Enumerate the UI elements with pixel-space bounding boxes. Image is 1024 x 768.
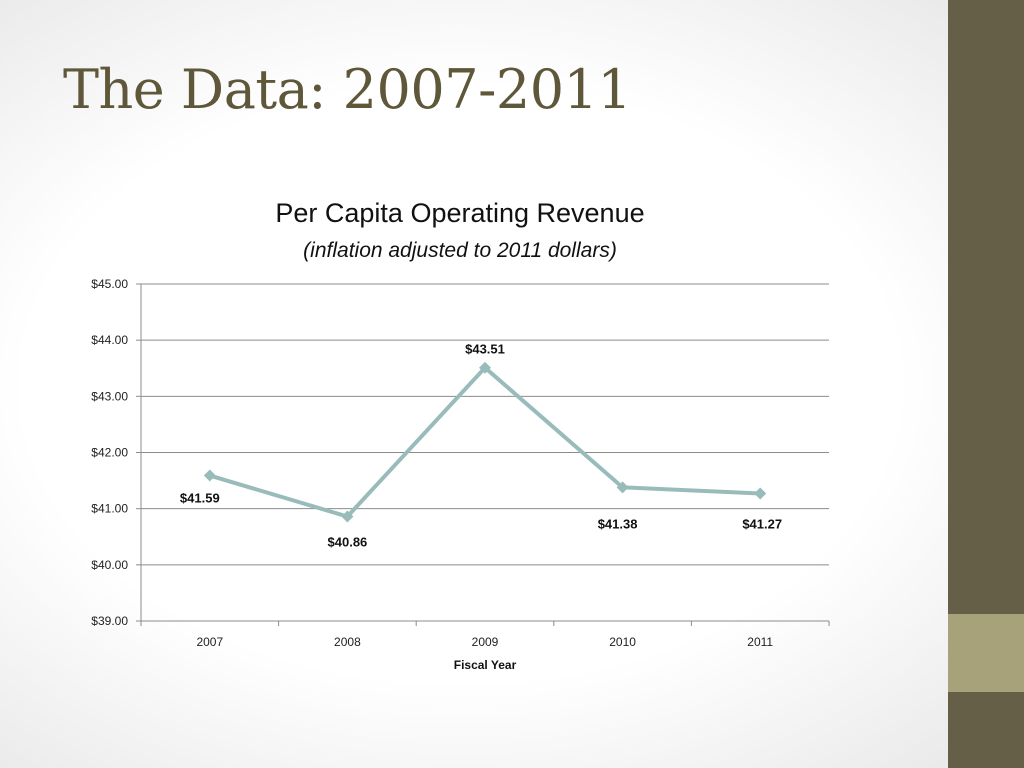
x-tick-labels: 2007 2008 2009 2010 2011 <box>196 635 773 649</box>
series-revenue <box>203 361 767 523</box>
data-label: $41.38 <box>598 516 638 531</box>
y-tick-label: $42.00 <box>91 446 128 460</box>
y-tick-label: $41.00 <box>91 502 128 516</box>
x-tick-label: 2011 <box>747 635 773 649</box>
x-tick-label: 2010 <box>609 635 636 649</box>
gridlines <box>141 283 829 566</box>
sidebar-dark-band-top <box>948 0 1024 614</box>
x-tick-label: 2009 <box>472 635 499 649</box>
data-label: $40.86 <box>328 535 368 550</box>
line-chart: Per Capita Operating Revenue (inflation … <box>91 198 830 672</box>
chart-title: Per Capita Operating Revenue <box>275 198 644 228</box>
sidebar-decoration <box>948 0 1024 768</box>
x-tick-label: 2007 <box>196 635 223 649</box>
y-tick-label: $39.00 <box>91 614 128 628</box>
data-labels: $41.59 $40.86 $43.51 $41.38 $41.27 <box>180 342 782 550</box>
data-point-marker <box>616 481 629 494</box>
data-label: $41.27 <box>742 517 782 532</box>
x-axis-title: Fiscal Year <box>454 658 517 672</box>
sidebar-light-band <box>948 614 1024 692</box>
series-line <box>207 365 763 519</box>
data-point-marker <box>754 487 767 500</box>
data-point-marker <box>479 361 491 374</box>
slide-title: The Data: 2007-2011 <box>63 58 632 121</box>
data-label: $41.59 <box>180 491 220 506</box>
data-label: $43.51 <box>465 342 505 357</box>
sidebar-dark-band-bottom <box>948 692 1024 768</box>
y-tick-labels: $45.00 $44.00 $43.00 $42.00 $41.00 $40.00 $39.… <box>91 277 128 628</box>
x-tick-label: 2008 <box>334 635 361 649</box>
y-tick-label: $43.00 <box>91 389 128 403</box>
data-point-marker <box>203 469 216 482</box>
y-tick-label: $45.00 <box>91 277 128 291</box>
y-tick-label: $44.00 <box>91 333 128 347</box>
y-tick-label: $40.00 <box>91 558 128 572</box>
axes <box>136 283 830 626</box>
data-point-marker <box>341 510 354 523</box>
chart-subtitle: (inflation adjusted to 2011 dollars) <box>303 239 617 262</box>
